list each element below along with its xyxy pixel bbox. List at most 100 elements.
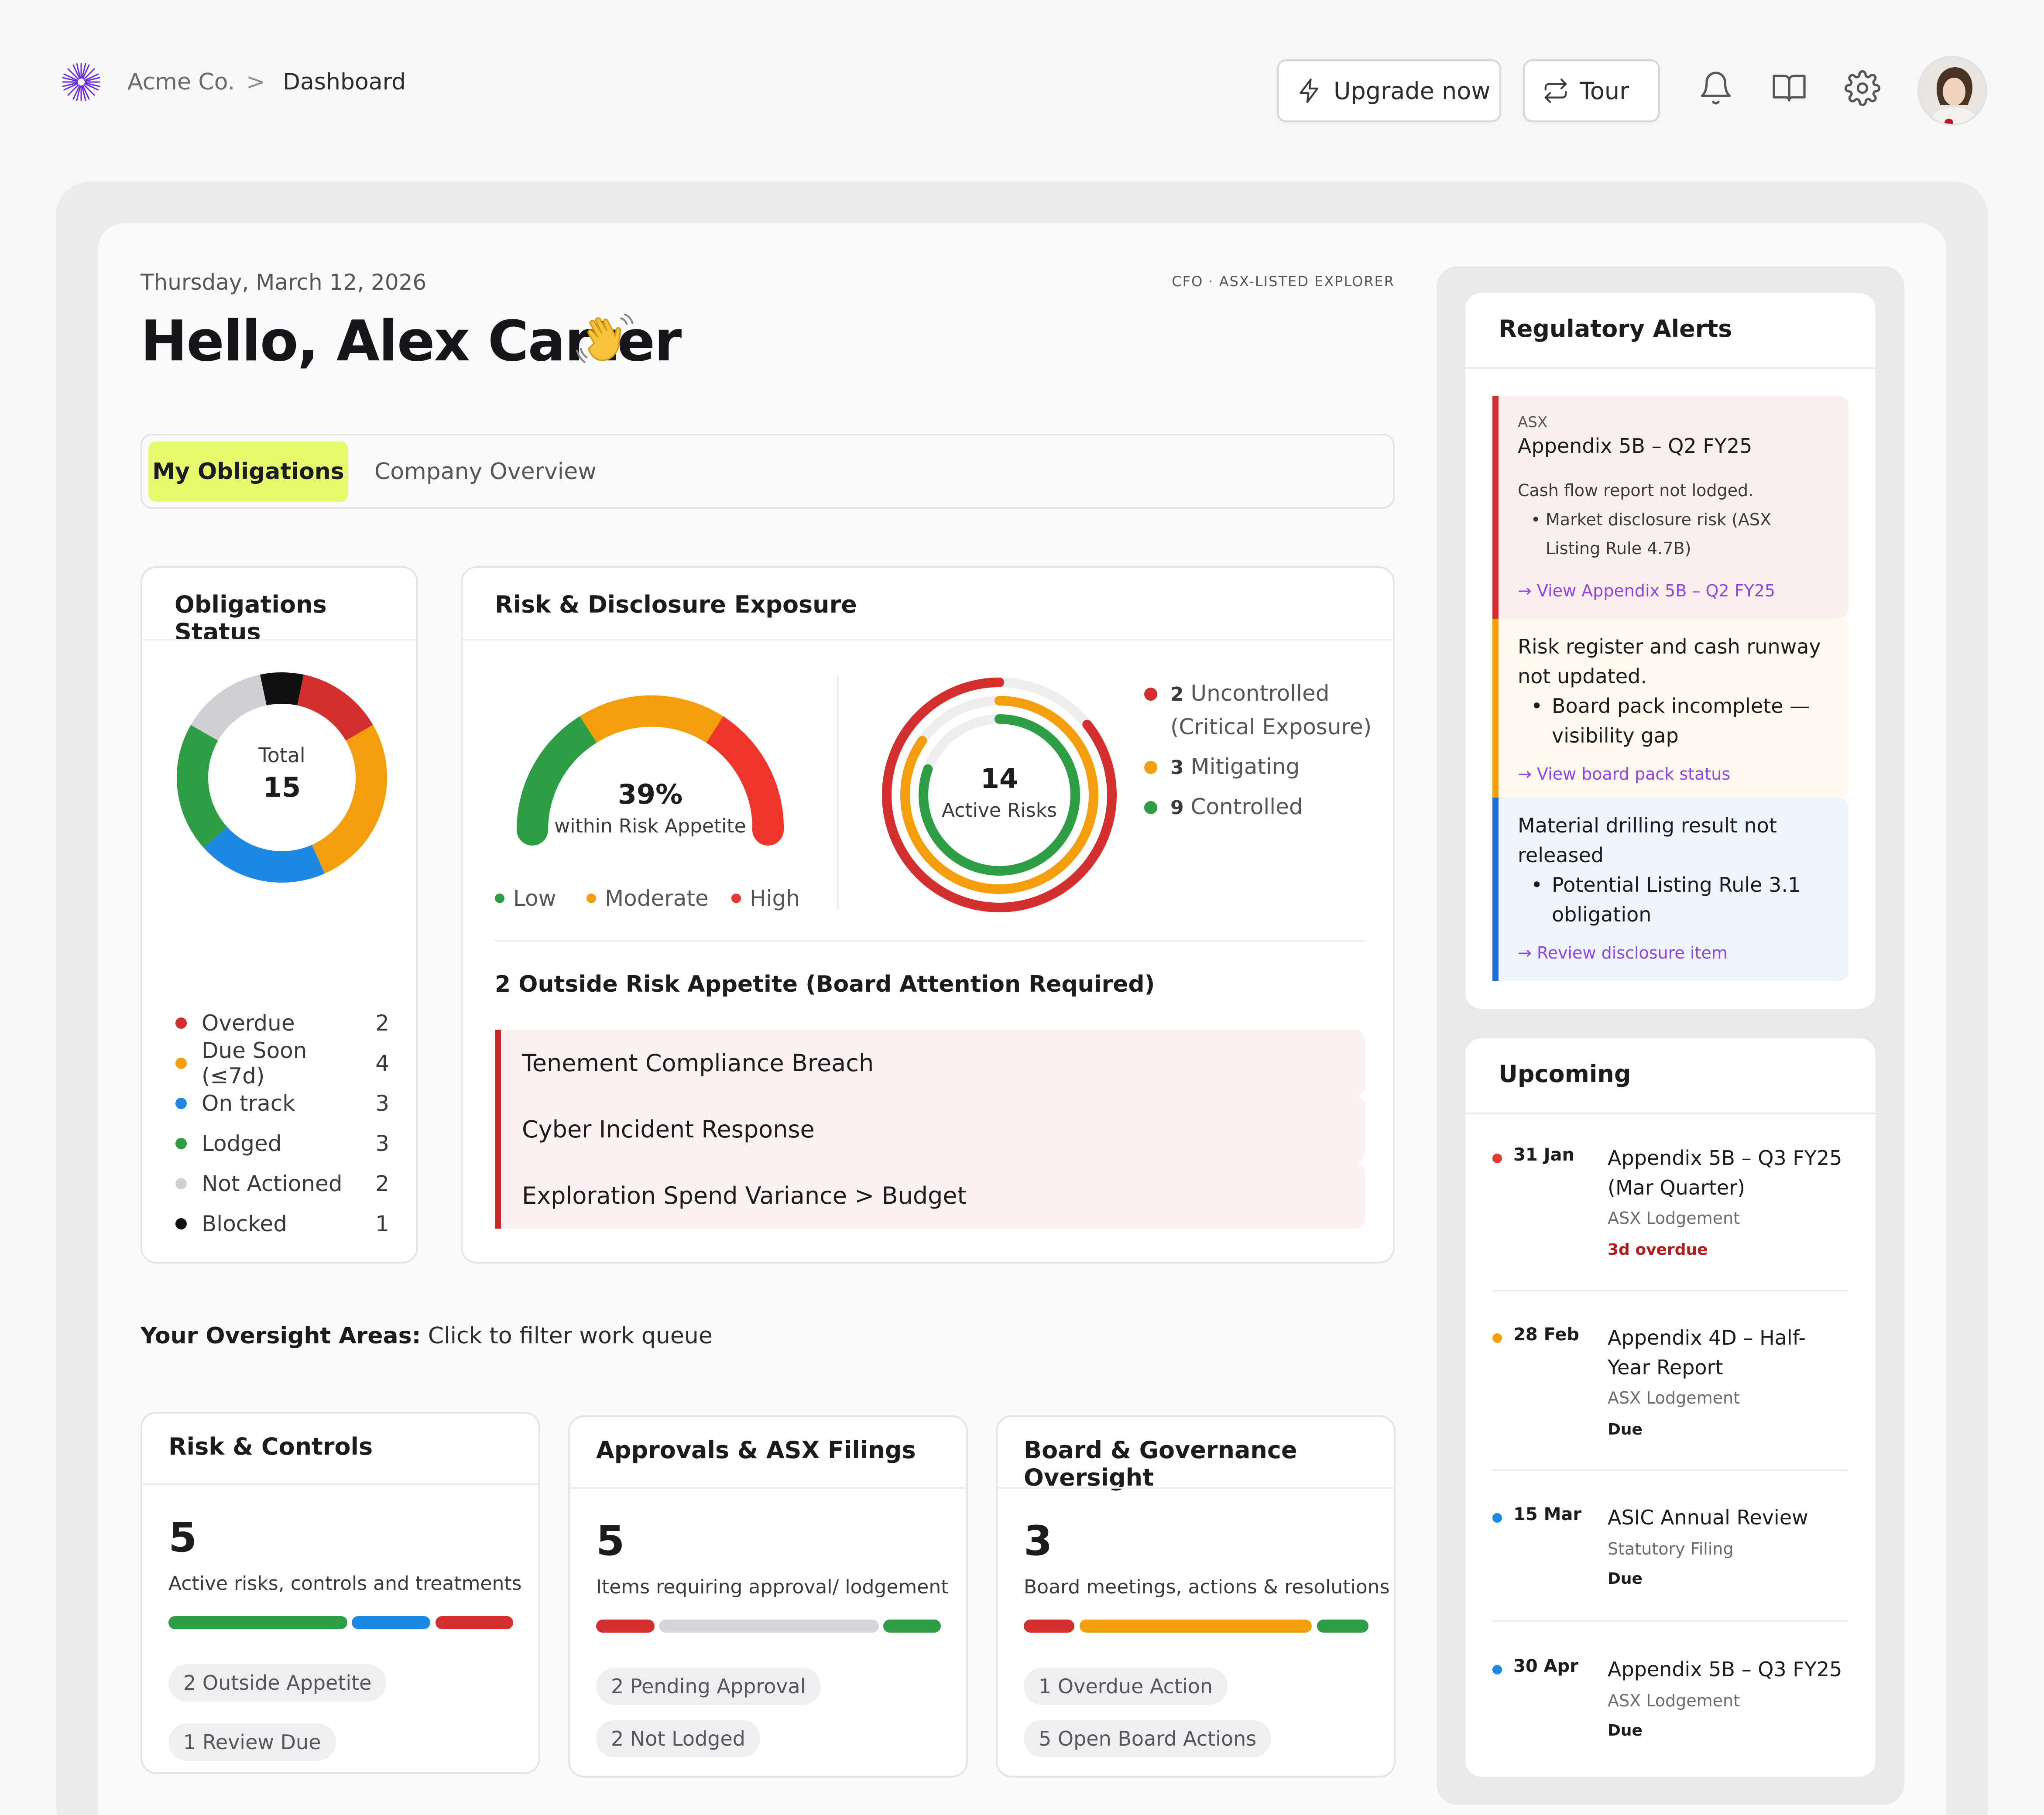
donut-segment[interactable] — [260, 672, 304, 705]
gauge-caption: within Risk Appetite — [554, 815, 746, 837]
upcoming-status: Due — [1608, 1421, 1643, 1438]
oversight-card-title: Board & Governance Oversight — [1024, 1436, 1297, 1491]
legend-label: Not Actioned — [202, 1171, 343, 1196]
breadcrumb-org[interactable]: Acme Co. — [127, 69, 235, 95]
alert-link[interactable]: → Review disclosure item — [1518, 943, 1728, 962]
oversight-card-count: 5 — [168, 1514, 197, 1562]
legend-dot — [175, 1058, 187, 1069]
legend-count: 2 — [375, 1171, 389, 1196]
risk-legend-mitigating: 3 Mitigating — [1144, 750, 1300, 784]
active-risks-rings-chart: 14 Active Risks — [877, 673, 1121, 917]
mitigating-ring — [900, 696, 1098, 894]
obligations-legend-row[interactable]: Lodged 3 — [175, 1128, 389, 1159]
legend-label: Lodged — [202, 1131, 282, 1156]
top-bar: Acme Co. > Dashboard Upgrade now Tour — [0, 0, 2044, 166]
legend-count: 1 — [375, 1211, 389, 1236]
upcoming-status: Due — [1608, 1570, 1643, 1588]
upcoming-type: ASX Lodgement — [1608, 1691, 1740, 1710]
outside-appetite-item[interactable]: Tenement Compliance Breach — [495, 1030, 1365, 1096]
bar-segment — [168, 1616, 347, 1629]
oversight-progress-bar — [168, 1616, 513, 1629]
divider — [1492, 1290, 1849, 1291]
donut-segment[interactable] — [191, 675, 267, 741]
waving-hand-icon — [576, 313, 634, 363]
filter-chip[interactable]: 2 Not Lodged — [596, 1720, 760, 1757]
obligations-status-title: Obligations Status — [175, 591, 327, 646]
gear-icon[interactable] — [1844, 70, 1881, 106]
oversight-card-title: Risk & Controls — [168, 1433, 373, 1460]
oversight-card-board-governance[interactable]: Board & Governance Oversight 3 Board mee… — [996, 1415, 1396, 1777]
upcoming-date: 31 Jan — [1513, 1145, 1574, 1165]
filter-chip[interactable]: 1 Review Due — [168, 1723, 336, 1761]
tab-my-obligations[interactable]: My Obligations — [148, 442, 348, 502]
filter-chip[interactable]: 5 Open Board Actions — [1024, 1720, 1272, 1757]
oversight-label-bold: Your Oversight Areas: — [141, 1323, 421, 1349]
user-avatar[interactable] — [1917, 56, 1987, 126]
oversight-card-description: Active risks, controls and treatments — [168, 1572, 522, 1595]
upcoming-title-text: Appendix 4D – Half-Year Report — [1608, 1326, 1806, 1379]
alert-link[interactable]: → View board pack status — [1518, 764, 1731, 784]
donut-total-label: Total — [258, 743, 305, 767]
lightning-icon — [1300, 79, 1319, 103]
alert-bullet: Market disclosure risk (ASX Listing Rule… — [1531, 505, 1819, 563]
company-logo-icon[interactable] — [60, 61, 102, 103]
filter-chip[interactable]: 2 Outside Appetite — [168, 1664, 387, 1702]
filter-chip[interactable]: 2 Pending Approval — [596, 1668, 821, 1705]
tour-button[interactable]: Tour — [1523, 59, 1660, 122]
bar-segment — [1080, 1620, 1312, 1633]
oversight-card-count: 5 — [596, 1517, 625, 1565]
outside-appetite-item[interactable]: Cyber Incident Response — [495, 1096, 1365, 1162]
divider — [463, 639, 1393, 640]
gauge-high-arc — [699, 714, 784, 846]
legend-label: Moderate — [605, 886, 709, 911]
tour-label: Tour — [1580, 77, 1629, 105]
obligations-legend-row[interactable]: Not Actioned 2 — [175, 1168, 389, 1199]
alert-bullet: Board pack incomplete — visibility gap — [1531, 691, 1819, 750]
divider — [142, 1483, 538, 1485]
bell-icon[interactable] — [1698, 70, 1734, 106]
bar-segment — [352, 1616, 430, 1629]
filter-chip[interactable]: 1 Overdue Action — [1024, 1668, 1228, 1705]
legend-dot — [1144, 801, 1157, 814]
oversight-card-risk-controls[interactable]: Risk & Controls 5 Active risks, controls… — [141, 1412, 540, 1774]
upgrade-button[interactable]: Upgrade now — [1277, 59, 1501, 122]
obligations-legend-row[interactable]: On track 3 — [175, 1088, 389, 1119]
alert-item: Risk register and cash runway not update… — [1492, 619, 1849, 798]
donut-segment[interactable] — [203, 826, 325, 883]
outside-appetite-item[interactable]: Exploration Spend Variance > Budget — [495, 1162, 1365, 1229]
oversight-card-description: Items requiring approval/ lodgement — [596, 1576, 949, 1598]
book-icon[interactable] — [1771, 70, 1807, 106]
legend-dot — [175, 1218, 187, 1229]
active-risks-label: Active Risks — [941, 799, 1057, 822]
legend-label-secondary: (Critical Exposure) — [1170, 714, 1372, 740]
legend-dot — [1144, 761, 1157, 774]
user-role: CFO · ASX-LISTED EXPLORER — [1172, 273, 1395, 290]
bar-segment — [659, 1620, 879, 1633]
legend-dot — [175, 1178, 187, 1189]
donut-total-value: 15 — [263, 771, 301, 803]
bar-segment — [1317, 1620, 1368, 1633]
donut-segment[interactable] — [312, 725, 387, 874]
oversight-card-approvals-filings[interactable]: Approvals & ASX Filings 5 Items requirin… — [568, 1415, 968, 1777]
status-dot — [1492, 1665, 1502, 1675]
divider — [837, 675, 839, 909]
legend-label: High — [750, 886, 800, 911]
obligations-legend-row[interactable]: Blocked 1 — [175, 1209, 389, 1239]
legend-dot — [175, 1017, 187, 1029]
legend-count: 3 — [375, 1131, 389, 1156]
alert-subtext: Cash flow report not lodged. — [1518, 481, 1754, 500]
alert-link[interactable]: → View Appendix 5B – Q2 FY25 — [1518, 581, 1776, 600]
active-risks-count: 14 — [980, 763, 1019, 794]
donut-segment[interactable] — [177, 725, 227, 848]
risk-appetite-gauge: 39% within Risk Appetite — [493, 668, 807, 887]
status-dot — [1492, 1513, 1502, 1523]
divider — [998, 1487, 1394, 1489]
obligations-legend-row[interactable]: Due Soon (≤7d) 4 — [175, 1038, 389, 1089]
legend-label: On track — [202, 1091, 295, 1116]
donut-segment[interactable] — [297, 675, 373, 741]
legend-dot — [731, 894, 741, 903]
obligations-legend-row[interactable]: Overdue 2 — [175, 1008, 389, 1038]
tab-company-overview[interactable]: Company Overview — [374, 459, 597, 485]
bar-segment — [1024, 1620, 1074, 1633]
status-dot — [1492, 1333, 1502, 1343]
